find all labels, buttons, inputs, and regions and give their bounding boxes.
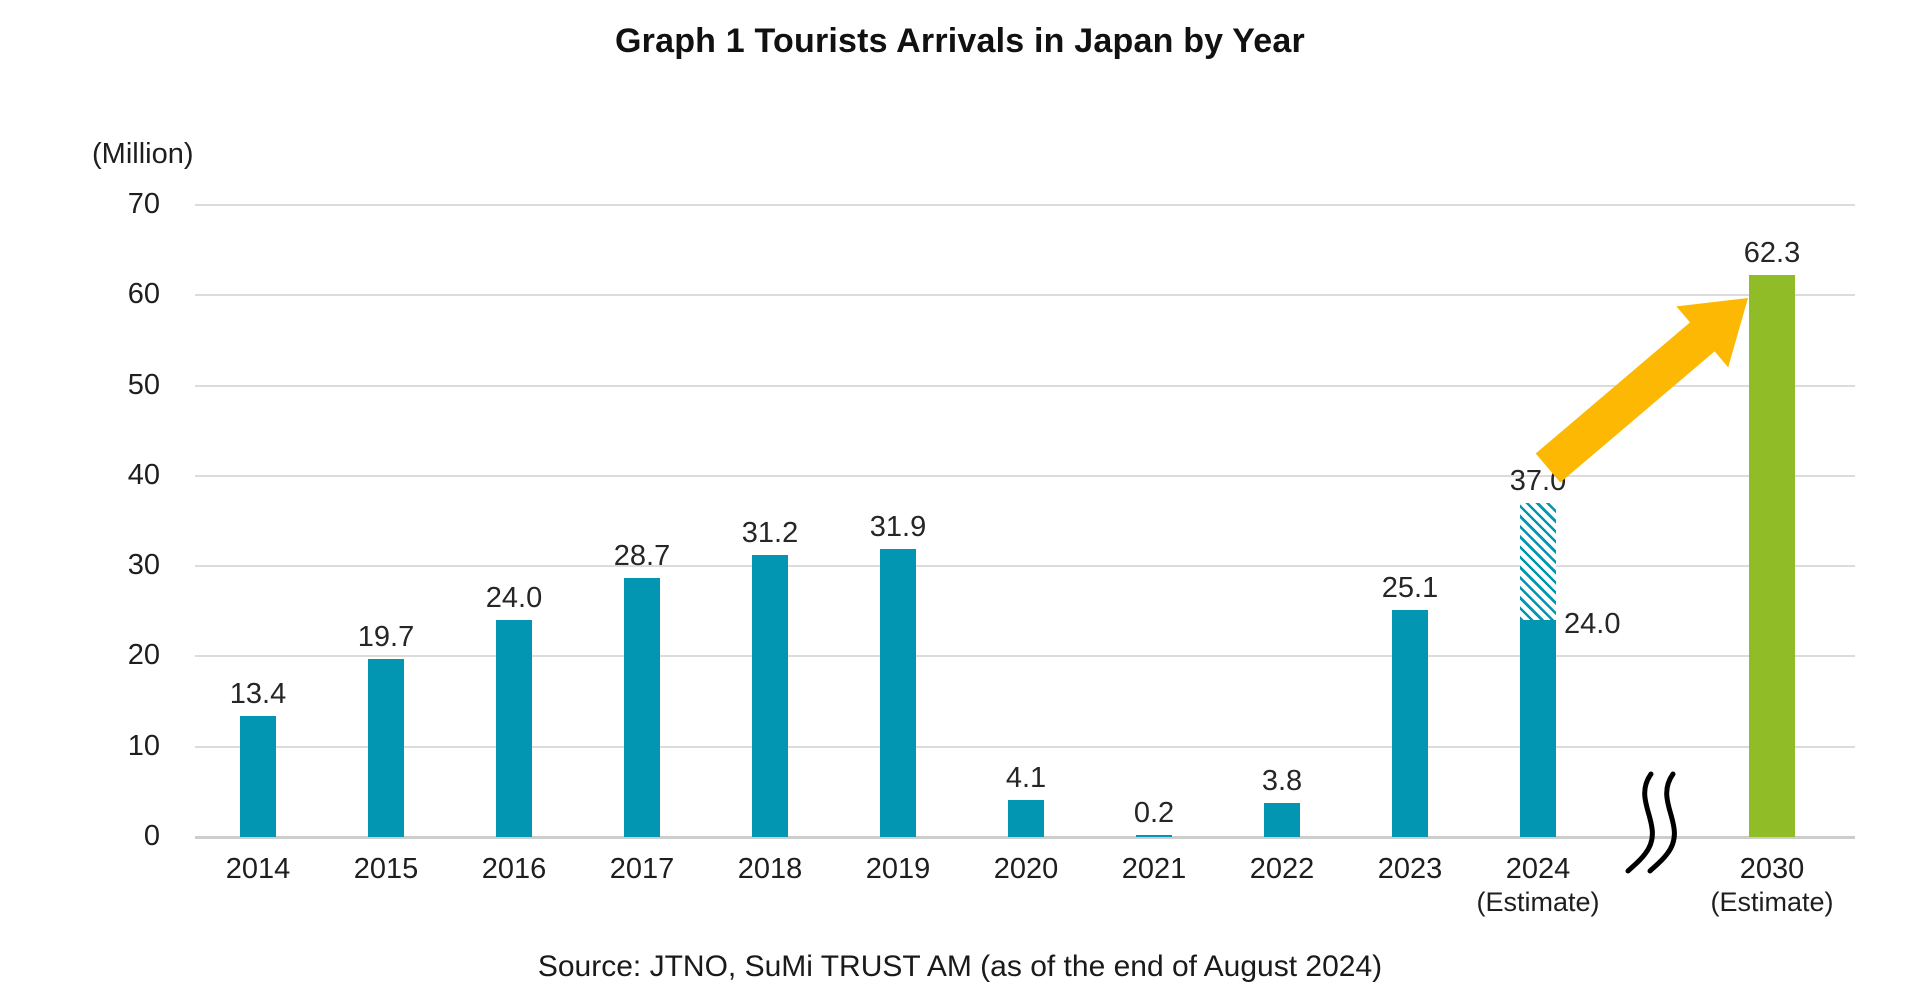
- growth-arrow-icon: [1535, 298, 1748, 483]
- y-tick-label-30: 30: [127, 549, 160, 582]
- x-tick-year-2022: 2022: [1249, 853, 1315, 885]
- x-tick-year-2017: 2017: [609, 853, 675, 885]
- gridline-30: [195, 565, 1855, 568]
- bar-2015: [368, 659, 404, 837]
- x-tick-year-2024: 2024: [1505, 853, 1571, 885]
- axis-break-icon: [1625, 771, 1677, 874]
- source-caption: Source: JTNO, SuMi TRUST AM (as of the e…: [537, 950, 1383, 983]
- bar-value-label-2020: 4.1: [1005, 761, 1047, 794]
- x-axis-line: [195, 836, 1855, 839]
- bar-2017: [624, 577, 660, 837]
- x-tick-year-2030: 2030: [1739, 853, 1805, 885]
- x-tick-label-2017: 2017: [532, 853, 752, 886]
- y-tick-label-10: 10: [127, 729, 160, 762]
- bar-2030: [1749, 274, 1795, 837]
- bar-value-label-2015: 19.7: [357, 621, 415, 654]
- x-tick-year-2014: 2014: [225, 853, 291, 885]
- bar-2021: [1136, 835, 1172, 838]
- bar-2020: [1008, 799, 1044, 837]
- bar-2022: [1264, 802, 1300, 837]
- gridline-60: [195, 294, 1855, 297]
- y-tick-label-60: 60: [127, 278, 160, 311]
- y-tick-label-70: 70: [127, 188, 160, 220]
- bar-2016: [496, 620, 532, 837]
- x-tick-label-2016: 2016: [404, 853, 624, 886]
- x-tick-sublabel-2030: (Estimate): [1710, 887, 1834, 917]
- x-tick-label-2021: 2021: [1044, 853, 1264, 886]
- chart-title: Graph 1 Tourists Arrivals in Japan by Ye…: [615, 22, 1305, 60]
- y-tick-label-0: 0: [143, 820, 160, 852]
- x-tick-label-2018: 2018: [660, 853, 880, 886]
- bar-2019: [880, 548, 916, 837]
- bar-2023: [1392, 610, 1428, 837]
- gridline-70: [195, 204, 1855, 206]
- x-tick-label-2023: 2023: [1300, 853, 1520, 886]
- x-tick-year-2018: 2018: [737, 853, 803, 885]
- x-tick-year-2023: 2023: [1377, 853, 1443, 885]
- y-axis-unit-label: (Million): [92, 138, 194, 170]
- bar-value-label-2018: 31.2: [741, 517, 799, 550]
- bar-value-label-2021: 0.2: [1133, 797, 1175, 830]
- gridline-20: [195, 655, 1855, 658]
- x-tick-year-2015: 2015: [353, 853, 419, 885]
- x-tick-year-2016: 2016: [481, 853, 547, 885]
- gridline-40: [195, 474, 1855, 477]
- x-tick-label-2015: 2015: [276, 853, 496, 886]
- x-tick-label-2019: 2019: [788, 853, 1008, 886]
- x-tick-label-2030: 2030 (Estimate): [1662, 853, 1882, 919]
- bar-value-label-2017: 28.7: [613, 539, 671, 572]
- x-tick-label-2022: 2022: [1172, 853, 1392, 886]
- bar-2014: [240, 716, 276, 837]
- bar-2018: [752, 555, 788, 837]
- bar-value-label-2030: 62.3: [1743, 236, 1801, 269]
- x-tick-year-2019: 2019: [865, 853, 931, 885]
- bar-value-label-2014: 13.4: [229, 678, 287, 711]
- bar-value-label-2016: 24.0: [485, 582, 543, 615]
- y-tick-label-40: 40: [127, 458, 160, 491]
- bar-value-label-2023: 25.1: [1381, 572, 1439, 605]
- x-tick-label-2020: 2020: [916, 853, 1136, 886]
- bar-2024: [1520, 620, 1556, 837]
- bar-2024-estimate-range: [1520, 502, 1556, 621]
- bar-value-label-2024-low: 24.0: [1564, 608, 1621, 641]
- x-tick-year-2020: 2020: [993, 853, 1059, 885]
- x-tick-year-2021: 2021: [1121, 853, 1187, 885]
- y-tick-label-50: 50: [127, 368, 160, 401]
- y-tick-label-20: 20: [127, 639, 160, 672]
- bar-value-label-2019: 31.9: [869, 510, 927, 543]
- gridline-10: [195, 745, 1855, 748]
- bar-value-label-2022: 3.8: [1261, 764, 1303, 797]
- x-tick-label-2014: 2014: [148, 853, 368, 886]
- x-tick-sublabel-2024: (Estimate): [1476, 887, 1600, 917]
- gridline-50: [195, 384, 1855, 387]
- x-tick-label-2024: 2024 (Estimate): [1428, 853, 1648, 919]
